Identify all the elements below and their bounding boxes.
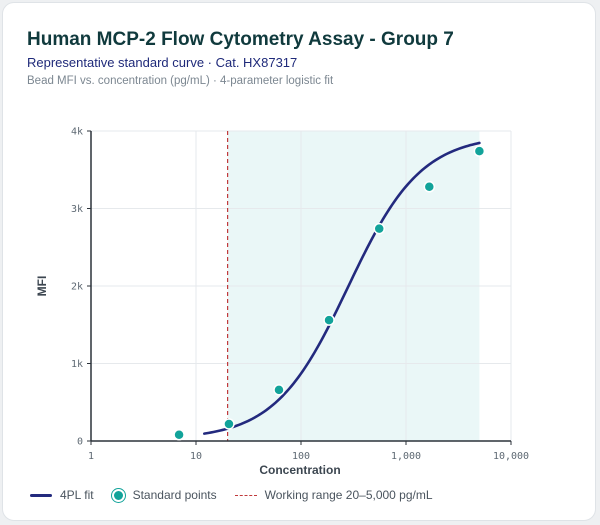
y-tick-label: 3k [71,204,83,215]
y-tick-label: 1k [71,359,83,370]
legend-label-fit: 4PL fit [60,488,94,502]
standard-point [323,314,335,326]
y-tick-label: 4k [71,127,83,138]
x-tick-label: 10,000 [493,451,529,462]
y-axis-label: MFI [35,276,49,297]
x-tick-label: 1,000 [391,451,421,462]
standard-point [173,429,185,441]
y-tick-label: 0 [77,437,83,448]
chart-caption: Bead MFI vs. concentration (pg/mL) · 4-p… [27,75,334,87]
chart-title: Human MCP-2 Flow Cytometry Assay - Group… [27,29,454,50]
legend-item-fit: 4PL fit [30,488,94,502]
standard-point [223,418,235,430]
chart-subtitle: Representative standard curve · Cat. HX8… [27,55,298,70]
legend-item-range: Working range 20–5,000 pg/mL [234,488,433,502]
legend-swatch-points [111,488,125,502]
legend-item-points: Standard points [111,488,217,502]
legend-swatch-fit [30,493,52,497]
standard-point [473,145,486,157]
x-tick-label: 1 [88,451,94,462]
fit-curve [203,141,481,435]
legend-label-range: Working range 20–5,000 pg/mL [264,488,433,502]
legend-label-points: Standard points [132,488,217,502]
standard-point [373,222,385,235]
x-tick-label: 10 [190,451,202,462]
legend-swatch-range [234,494,257,496]
y-tick-label: 2k [71,282,83,293]
chart-legend: 4PL fit Standard points Working range 20… [30,488,433,502]
standard-point [423,181,436,193]
x-axis-label: Concentration [259,463,340,477]
x-tick-label: 100 [292,451,310,462]
standard-point [273,384,285,396]
